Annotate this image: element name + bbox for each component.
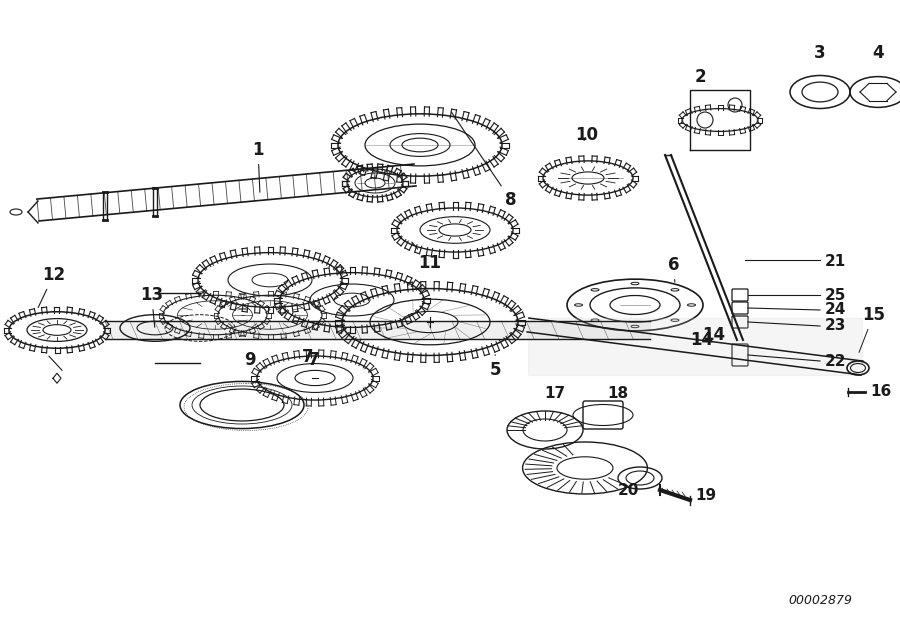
Text: 7: 7	[308, 351, 320, 369]
Text: 24: 24	[825, 302, 846, 318]
Text: 00002879: 00002879	[788, 594, 852, 606]
Text: 10: 10	[575, 126, 598, 144]
Text: 7: 7	[302, 348, 314, 366]
Text: 19: 19	[695, 488, 716, 502]
Text: 23: 23	[825, 319, 846, 333]
Text: 22: 22	[825, 354, 847, 368]
Text: 8: 8	[452, 112, 517, 209]
Text: 20: 20	[617, 483, 639, 498]
Text: 14: 14	[690, 331, 714, 349]
Text: 11: 11	[412, 242, 441, 272]
Text: 1: 1	[252, 141, 264, 192]
Text: 16: 16	[870, 385, 891, 399]
Text: 21: 21	[825, 255, 846, 269]
Text: 4: 4	[872, 44, 884, 62]
Text: 17: 17	[544, 386, 565, 401]
Text: 3: 3	[814, 44, 826, 62]
Text: 18: 18	[608, 386, 628, 401]
Text: 6: 6	[668, 256, 680, 282]
Text: 9: 9	[244, 351, 256, 369]
Text: 15: 15	[859, 306, 885, 352]
Text: 13: 13	[140, 286, 163, 327]
Text: 5: 5	[490, 355, 501, 379]
Text: 2: 2	[694, 68, 706, 86]
Text: 14: 14	[702, 326, 725, 344]
Text: 25: 25	[825, 288, 846, 302]
Text: 12: 12	[38, 266, 65, 307]
